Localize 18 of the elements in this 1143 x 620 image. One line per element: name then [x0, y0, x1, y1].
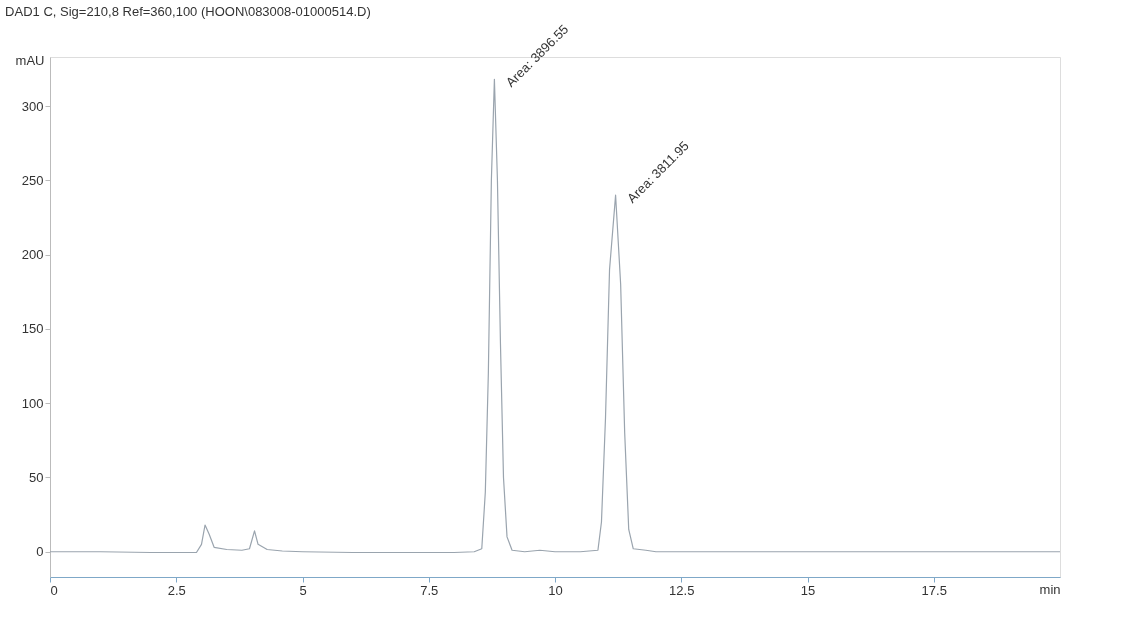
x-tick-label: 12.5	[669, 582, 695, 598]
y-axis-title: mAU	[15, 52, 45, 68]
x-tick-label: 10	[548, 582, 563, 598]
x-tick-label: 7.5	[420, 582, 439, 598]
y-tick-label: 50	[29, 469, 44, 485]
x-tick-label: 5	[299, 582, 307, 598]
y-tick-label: 200	[21, 247, 44, 263]
x-tick-label: 0	[50, 582, 58, 598]
x-tick-label: 17.5	[921, 582, 947, 598]
y-tick-label: 0	[36, 544, 44, 560]
x-tick-label: 2.5	[167, 582, 186, 598]
x-axis-title: min	[1039, 581, 1061, 597]
y-tick-label: 300	[21, 98, 44, 114]
y-tick-label: 100	[21, 395, 44, 411]
y-tick-label: 250	[21, 172, 44, 188]
x-tick-label: 15	[800, 582, 816, 598]
chart-title: DAD1 C, Sig=210,8 Ref=360,100 (HOON\083008-01000514.D)	[5, 3, 371, 19]
y-tick-label: 150	[21, 321, 44, 337]
